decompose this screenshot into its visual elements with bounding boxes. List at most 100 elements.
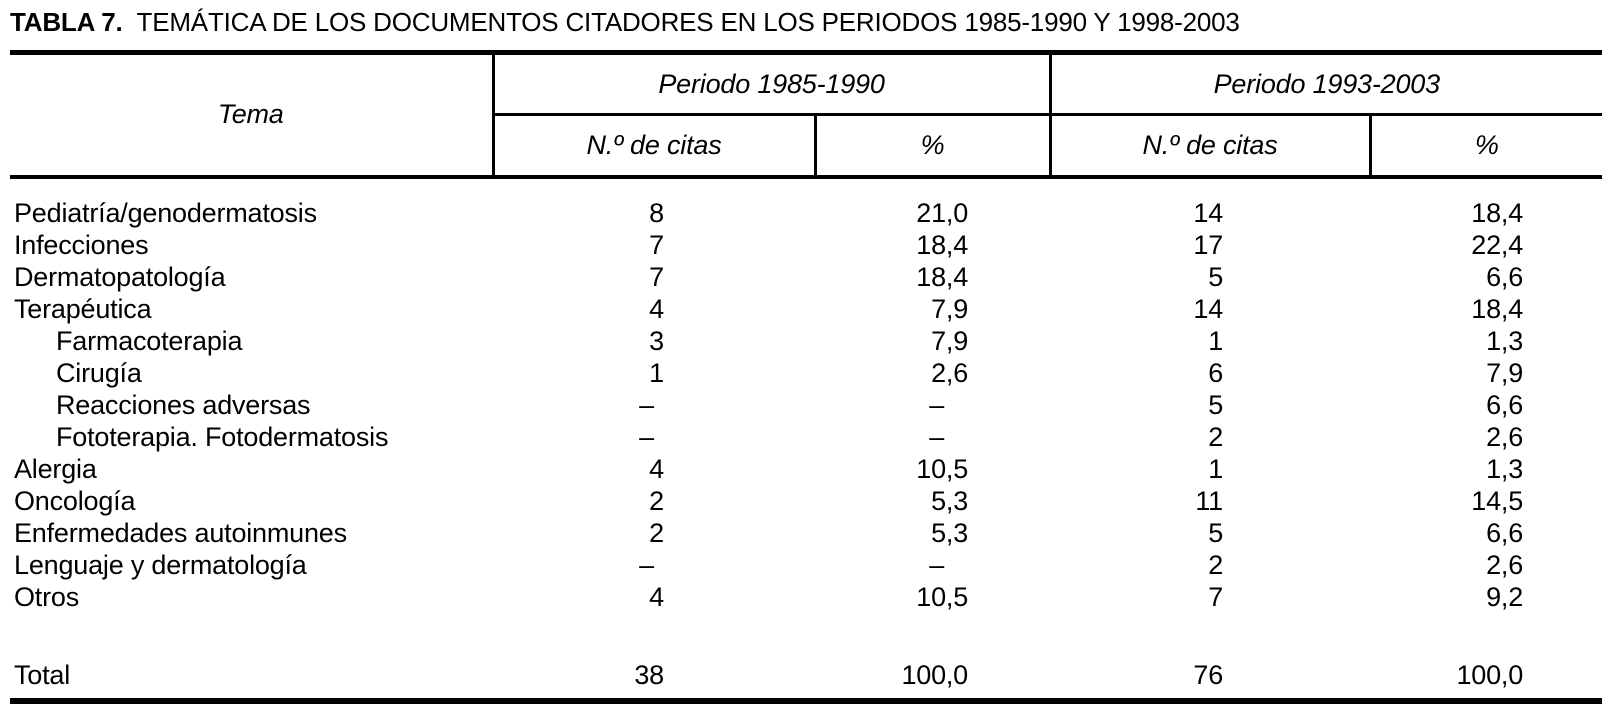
table-title-text: TEMÁTICA DE LOS DOCUMENTOS CITADORES EN … [136, 7, 1240, 37]
row-10-p2-pct: 6,6 [1486, 517, 1524, 548]
row-2-p2-citas: 5 [1208, 261, 1224, 292]
row-3-p1-citas: 4 [649, 293, 664, 324]
table-row: Infecciones 7 18,4 17 22,4 [10, 229, 1602, 261]
data-table-wrapper: Tema Periodo 1985-1990 Periodo 1993-2003… [10, 50, 1603, 704]
row-6-p2-pct: 6,6 [1486, 389, 1524, 420]
row-1-p2-citas: 17 [1193, 229, 1224, 260]
row-4-p2-citas: 1 [1208, 325, 1224, 356]
row-label: Infecciones [14, 229, 149, 260]
table-row: Alergia 4 10,5 1 1,3 [10, 453, 1602, 485]
subheader-citas-period1: N.º de citas [493, 114, 817, 177]
row-7-p1-citas: – [639, 421, 654, 452]
spacer-gap-cell [10, 613, 1602, 658]
table-row: Otros 4 10,5 7 9,2 [10, 581, 1602, 613]
total-p1-citas: 38 [634, 659, 664, 690]
row-label: Dermatopatología [14, 261, 226, 292]
row-10-p1-pct: 5,3 [931, 517, 969, 548]
row-label: Alergia [14, 453, 97, 484]
row-0-p1-pct: 21,0 [916, 197, 969, 228]
total-label: Total [14, 659, 71, 690]
spacer-bottom-cell [10, 692, 1602, 701]
data-table: Tema Periodo 1985-1990 Periodo 1993-2003… [10, 50, 1603, 704]
row-5-p1-pct: 2,6 [931, 357, 969, 388]
row-9-p2-citas: 11 [1195, 485, 1224, 516]
subheader-pct-period1: % [815, 114, 1052, 177]
table-row: Cirugía 1 2,6 6 7,9 [10, 357, 1602, 389]
row-10-p1-citas: 2 [649, 517, 664, 548]
row-label: Reacciones adversas [56, 389, 311, 420]
table-row: Terapéutica 4 7,9 14 18,4 [10, 293, 1602, 325]
row-7-p2-pct: 2,6 [1486, 421, 1524, 452]
row-5-p2-citas: 6 [1208, 357, 1224, 388]
table-row: Enfermedades autoinmunes 2 5,3 5 6,6 [10, 517, 1602, 549]
table-row: Fototerapia. Fotodermatosis – – 2 2,6 [10, 421, 1602, 453]
row-11-p1-pct: – [929, 549, 945, 580]
total-p2-citas: 76 [1193, 659, 1224, 690]
row-label: Enfermedades autoinmunes [14, 517, 347, 548]
table-row: Pediatría/genodermatosis 8 21,0 14 18,4 [10, 197, 1602, 229]
row-label: Fototerapia. Fotodermatosis [56, 421, 389, 452]
row-10-p2-citas: 5 [1208, 517, 1224, 548]
total-p1-pct: 100,0 [901, 659, 969, 690]
row-label: Lenguaje y dermatología [14, 549, 307, 580]
header-period-1993-2003: Periodo 1993-2003 [1050, 52, 1603, 116]
row-2-p1-pct: 18,4 [916, 261, 969, 292]
subheader-pct-period2: % [1474, 129, 1499, 160]
row-9-p2-pct: 14,5 [1471, 485, 1524, 516]
row-6-p1-pct: – [929, 389, 945, 420]
header-tema: Tema [10, 52, 495, 177]
row-8-p1-pct: 10,5 [916, 453, 969, 484]
total-row: Total 38 100,0 76 100,0 [10, 658, 1602, 692]
spacer-bottom [10, 692, 1602, 701]
row-7-p1-pct: – [929, 421, 945, 452]
row-1-p1-pct: 18,4 [916, 229, 969, 260]
row-label: Oncología [14, 485, 136, 516]
row-12-p2-pct: 9,2 [1486, 581, 1524, 612]
table-row: Farmacoterapia 3 7,9 1 1,3 [10, 325, 1602, 357]
row-4-p1-citas: 3 [649, 325, 664, 356]
table-body: Pediatría/genodermatosis 8 21,0 14 18,4 Infec… [10, 177, 1602, 701]
row-11-p2-pct: 2,6 [1486, 549, 1524, 580]
subheader-citas-period2: N.º de citas [1050, 114, 1372, 177]
spacer-top-cell [10, 177, 1602, 197]
row-7-p2-citas: 2 [1208, 421, 1224, 452]
table-row: Dermatopatología 7 18,4 5 6,6 [10, 261, 1602, 293]
row-5-p1-citas: 1 [649, 357, 664, 388]
row-2-p2-pct: 6,6 [1486, 261, 1524, 292]
row-5-p2-pct: 7,9 [1486, 357, 1524, 388]
row-label: Farmacoterapia [56, 325, 243, 356]
row-8-p1-citas: 4 [649, 453, 664, 484]
table-row: Lenguaje y dermatología – – 2 2,6 [10, 549, 1602, 581]
row-9-p1-pct: 5,3 [931, 485, 969, 516]
row-4-p2-pct: 1,3 [1486, 325, 1524, 356]
table-title: TABLA 7. TEMÁTICA DE LOS DOCUMENTOS CITAD… [10, 6, 1240, 38]
spacer-top [10, 177, 1602, 197]
row-label: Pediatría/genodermatosis [14, 197, 317, 228]
row-1-p1-citas: 7 [649, 229, 664, 260]
row-3-p2-pct: 18,4 [1471, 293, 1524, 324]
row-3-p2-citas: 14 [1193, 293, 1224, 324]
row-3-p1-pct: 7,9 [931, 293, 969, 324]
row-8-p2-pct: 1,3 [1486, 453, 1524, 484]
row-12-p2-citas: 7 [1208, 581, 1224, 612]
row-6-p2-citas: 5 [1208, 389, 1224, 420]
row-0-p2-citas: 14 [1193, 197, 1224, 228]
table-title-number: TABLA 7. [10, 7, 123, 37]
row-12-p1-pct: 10,5 [916, 581, 969, 612]
row-11-p1-citas: – [639, 549, 654, 580]
row-label: Otros [14, 581, 80, 612]
header-period-1985-1990: Periodo 1985-1990 [493, 52, 1052, 116]
row-label: Cirugía [56, 357, 142, 388]
table-header: Tema Periodo 1985-1990 Periodo 1993-2003… [10, 52, 1603, 177]
row-12-p1-citas: 4 [649, 581, 664, 612]
table-row: Reacciones adversas – – 5 6,6 [10, 389, 1602, 421]
row-9-p1-citas: 2 [649, 485, 664, 516]
row-0-p1-citas: 8 [649, 197, 664, 228]
row-4-p1-pct: 7,9 [931, 325, 969, 356]
row-6-p1-citas: – [639, 389, 654, 420]
table-row: Oncología 2 5,3 11 14,5 [10, 485, 1602, 517]
row-label: Terapéutica [14, 293, 152, 324]
total-p2-pct: 100,0 [1456, 659, 1524, 690]
row-8-p2-citas: 1 [1208, 453, 1224, 484]
